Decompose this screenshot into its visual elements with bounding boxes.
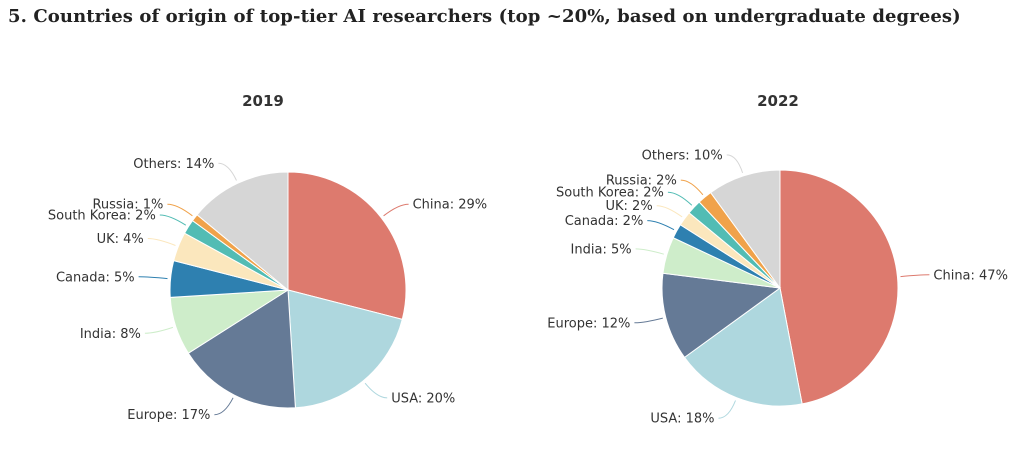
pie-slice-others-2019 [196,171,289,292]
leader-line-canada-2019 [138,276,168,280]
slice-label-china-2022: China: 47% [933,268,1008,283]
pie-slice-china-2022 [779,169,899,405]
pie-chart-2022: 2022 China: 47% USA: 18% Europe: 12% India:… [510,80,1010,457]
slice-label-india-2022: India: 5% [571,242,632,257]
leader-line-uk-2019 [147,238,176,246]
slice-label-europe-2022: Europe: 12% [547,316,630,331]
slice-labels-2019: China: 29% USA: 20% Europe: 17% India: 8% Ca… [48,157,487,423]
slice-label-russia-2022: Russia: 2% [606,174,677,189]
leader-line-others-2022 [726,154,744,174]
pie-chart-2022-svg: 2022 China: 47% USA: 18% Europe: 12% India:… [547,92,1008,427]
slice-label-uk-2022: UK: 2% [606,199,653,214]
slice-label-india-2019: India: 8% [80,327,141,342]
leader-line-europe-2019 [214,397,234,416]
pie-slice-europe-2019 [187,289,296,409]
leader-line-south-korea-2022 [667,191,693,206]
slices-2022 [661,169,899,407]
leader-line-canada-2022 [647,220,675,231]
chart-title-2022: 2022 [757,92,799,110]
leader-line-usa-2022 [718,400,736,419]
leader-line-south-korea-2019 [159,214,187,226]
slice-label-uk-2019: UK: 4% [97,232,144,247]
pie-slice-others-2022 [709,169,781,290]
slice-label-south-korea-2019: South Korea: 2% [48,209,156,224]
pie-slice-china-2019 [287,171,407,320]
slice-label-canada-2019: Canada: 5% [56,270,135,285]
leader-lines-2022 [634,154,930,419]
leader-lines-2019 [138,162,409,416]
slice-label-usa-2019: USA: 20% [391,391,455,406]
pie-slice-usa-2019 [287,289,403,409]
pie-slice-usa-2022 [683,287,803,407]
slice-label-south-korea-2022: South Korea: 2% [556,186,664,201]
leader-line-china-2022 [900,274,930,278]
leader-line-china-2019 [383,203,409,217]
leader-line-russia-2019 [167,203,193,217]
slice-label-others-2022: Others: 10% [642,148,723,163]
slice-label-usa-2022: USA: 18% [650,412,714,427]
leader-line-russia-2022 [680,179,704,196]
leader-line-europe-2022 [634,317,663,324]
leader-line-india-2022 [635,248,664,255]
pie-chart-2019-svg: 2019 China: 29% USA: 20% Europe: 17% India:… [48,92,487,423]
slices-2019 [169,171,407,409]
leader-line-uk-2022 [656,205,683,218]
pie-slice-europe-2022 [661,272,782,359]
slice-labels-2022: China: 47% USA: 18% Europe: 12% India: 5% Ca… [547,148,1008,426]
slice-label-europe-2019: Europe: 17% [127,408,210,423]
slice-label-others-2019: Others: 14% [133,157,214,172]
chart-title-2019: 2019 [242,92,284,110]
slice-label-china-2019: China: 29% [413,198,488,213]
leader-line-india-2019 [144,326,174,334]
pie-chart-2019: 2019 China: 29% USA: 20% Europe: 17% India:… [12,80,512,457]
page-title: 5. Countries of origin of top-tier AI re… [8,6,961,27]
leader-line-others-2019 [218,162,237,181]
leader-line-usa-2019 [364,382,388,399]
slice-label-canada-2022: Canada: 2% [565,214,644,229]
slice-label-russia-2019: Russia: 1% [92,198,163,213]
